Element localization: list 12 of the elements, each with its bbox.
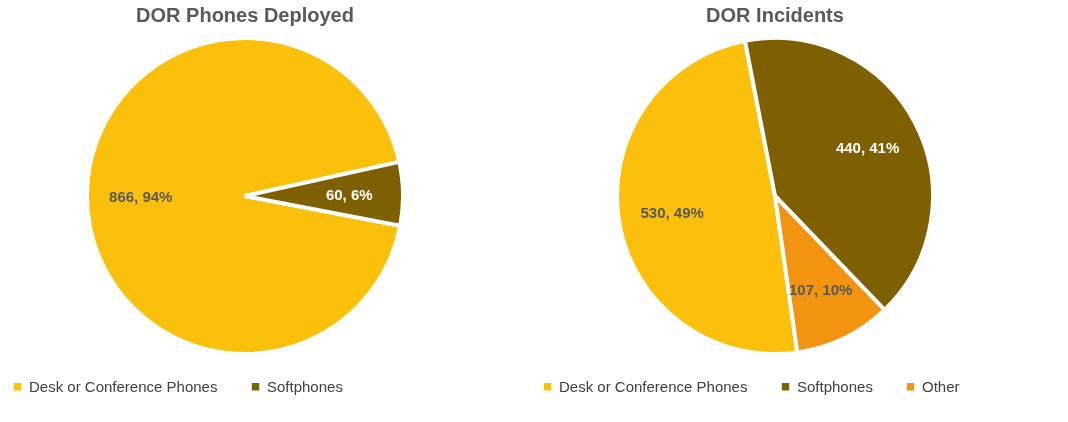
- data-label: 866, 94%: [109, 188, 173, 206]
- chart-title: DOR Phones Deployed: [136, 4, 354, 26]
- data-label: 440, 41%: [835, 138, 900, 156]
- legend-label: Softphones: [797, 377, 873, 395]
- chart-title: DOR Incidents: [706, 4, 844, 26]
- legend-label: Other: [922, 377, 960, 395]
- legend-label: Desk or Conference Phones: [29, 377, 218, 395]
- data-label: 530, 49%: [640, 204, 704, 222]
- data-label: 107, 10%: [789, 280, 853, 298]
- legend-label: Softphones: [267, 377, 343, 395]
- legend-label: Desk or Conference Phones: [559, 377, 748, 395]
- data-label: 60, 6%: [325, 185, 373, 203]
